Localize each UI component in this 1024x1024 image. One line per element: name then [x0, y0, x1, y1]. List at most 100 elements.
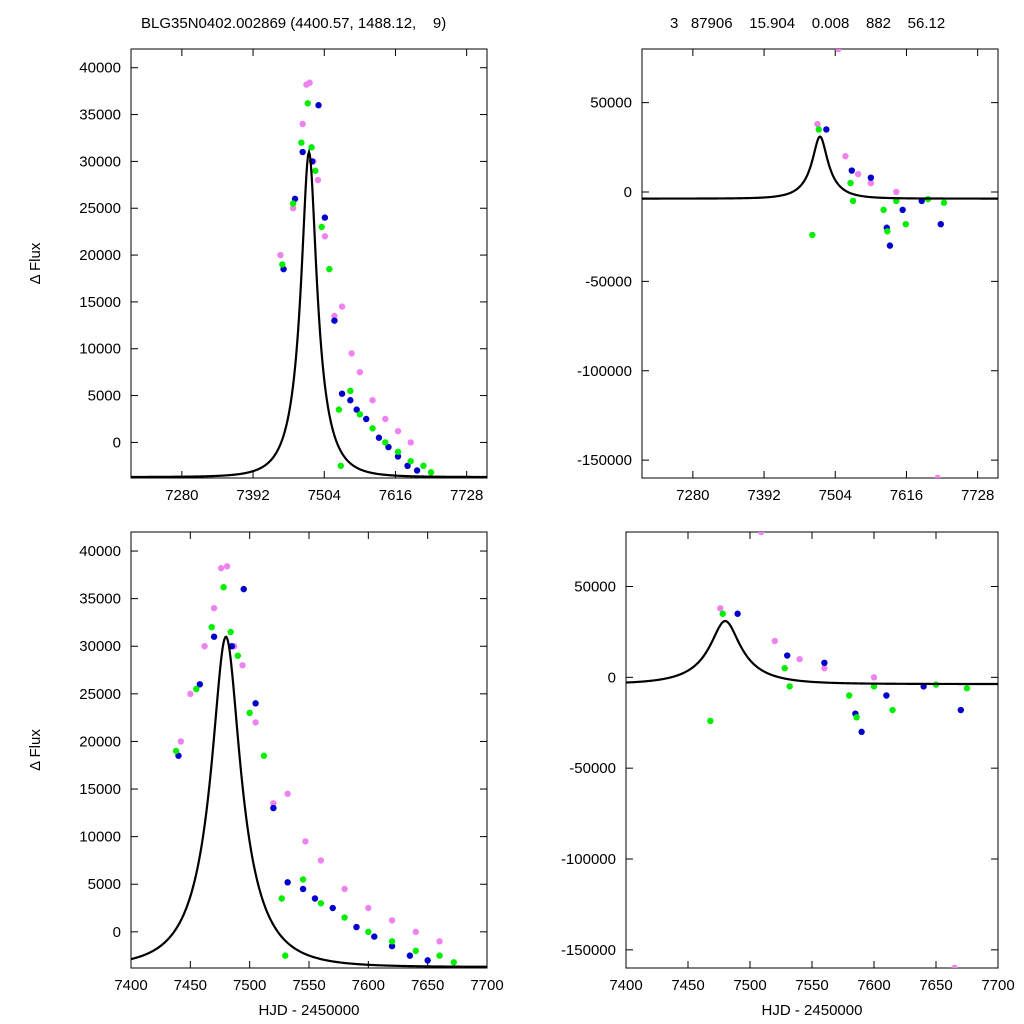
data-point: [365, 904, 372, 912]
data-point: [289, 200, 297, 207]
data-point: [356, 411, 364, 418]
data-point: [177, 738, 185, 745]
data-point: [315, 102, 322, 109]
data-point: [823, 126, 830, 133]
data-point: [382, 415, 389, 423]
data-series: [177, 563, 443, 945]
x-tick-label: 7392: [236, 487, 269, 504]
data-point: [951, 964, 958, 968]
panel-top-left: 7280 7392 7504 7616 7728 0 5000 10000 15000 20000…: [27, 48, 488, 504]
data-point: [963, 685, 971, 692]
x-tick-label: 7500: [233, 977, 266, 994]
data-point: [940, 199, 948, 206]
y-tick-label: 35000: [79, 107, 121, 124]
x-tick-label: 7650: [411, 977, 444, 994]
data-point: [884, 228, 891, 235]
data-point: [347, 397, 354, 404]
data-series: [707, 610, 971, 725]
data-point: [853, 714, 860, 721]
data-point: [326, 265, 333, 273]
data-point: [302, 838, 309, 845]
x-tick-label: 7616: [379, 487, 412, 504]
x-tick-label: 7700: [981, 977, 1014, 994]
x-tick-label: 7400: [114, 977, 147, 994]
data-point: [413, 467, 421, 474]
data-point: [223, 563, 231, 570]
y-tick-label: 35000: [79, 591, 121, 608]
data-point: [227, 628, 234, 636]
data-point: [308, 144, 315, 151]
y-tick-label: 5000: [88, 388, 121, 405]
y-tick-label: -100000: [577, 363, 632, 380]
data-point: [814, 120, 821, 128]
data-point: [835, 49, 842, 53]
data-point: [363, 415, 370, 423]
plot-frame: [130, 531, 488, 969]
x-tick-label: 7504: [819, 487, 852, 504]
y-tick-label: 15000: [79, 294, 121, 311]
y-axis-label: Δ Flux: [27, 729, 44, 771]
data-point: [796, 655, 803, 663]
data-series: [814, 49, 941, 478]
y-tick-label: 15000: [79, 781, 121, 798]
data-point: [284, 879, 291, 886]
data-point: [304, 100, 311, 107]
data-series: [809, 126, 948, 239]
data-point: [786, 683, 793, 690]
data-point: [306, 79, 313, 86]
data-point: [846, 692, 853, 699]
data-point: [234, 652, 241, 659]
data-point: [821, 659, 828, 666]
data-point: [252, 719, 259, 726]
x-tick-label: 7280: [676, 487, 709, 504]
data-point: [331, 317, 338, 324]
data-point: [314, 176, 322, 184]
data-point: [338, 390, 346, 397]
x-tick-label: 7728: [961, 487, 994, 504]
data-point: [298, 139, 305, 146]
data-point: [815, 126, 822, 133]
data-point: [348, 350, 355, 357]
data-point: [371, 933, 378, 940]
x-tick-label: 7728: [450, 487, 483, 504]
data-point: [937, 220, 944, 228]
x-tick-label: 7616: [890, 487, 923, 504]
data-point: [902, 220, 910, 228]
y-tick-label: 20000: [79, 247, 121, 264]
y-tick-label: 5000: [88, 876, 121, 893]
data-point: [375, 434, 383, 441]
model-curve: [626, 619, 998, 686]
data-point: [883, 692, 890, 699]
y-tick-label: 50000: [574, 579, 616, 596]
data-point: [427, 469, 435, 476]
data-point: [781, 665, 788, 672]
y-tick-label: 10000: [79, 341, 121, 358]
data-point: [382, 439, 389, 446]
data-series: [277, 79, 414, 446]
data-point: [353, 406, 360, 413]
x-tick-label: 7600: [352, 977, 385, 994]
y-tick-label: 0: [113, 924, 121, 941]
x-tick-label: 7280: [165, 487, 198, 504]
x-axis-label: HJD - 2450000: [259, 1002, 360, 1019]
y-tick-label: -50000: [585, 273, 632, 290]
x-tick-label: 7450: [671, 977, 704, 994]
data-point: [187, 690, 194, 698]
data-point: [270, 800, 277, 807]
data-point: [867, 174, 875, 181]
data-series: [175, 585, 431, 964]
data-point: [388, 917, 396, 924]
data-point: [957, 706, 964, 714]
data-point: [858, 728, 865, 736]
y-tick-label: 25000: [79, 686, 121, 703]
data-series: [172, 584, 457, 966]
data-point: [424, 957, 431, 964]
y-tick-label: -100000: [561, 851, 616, 868]
plot-area: [626, 532, 998, 968]
data-point: [341, 914, 348, 921]
plot-area: [642, 49, 998, 478]
y-tick-label: 10000: [79, 829, 121, 846]
y-tick-label: 40000: [79, 543, 121, 560]
data-point: [284, 790, 291, 797]
